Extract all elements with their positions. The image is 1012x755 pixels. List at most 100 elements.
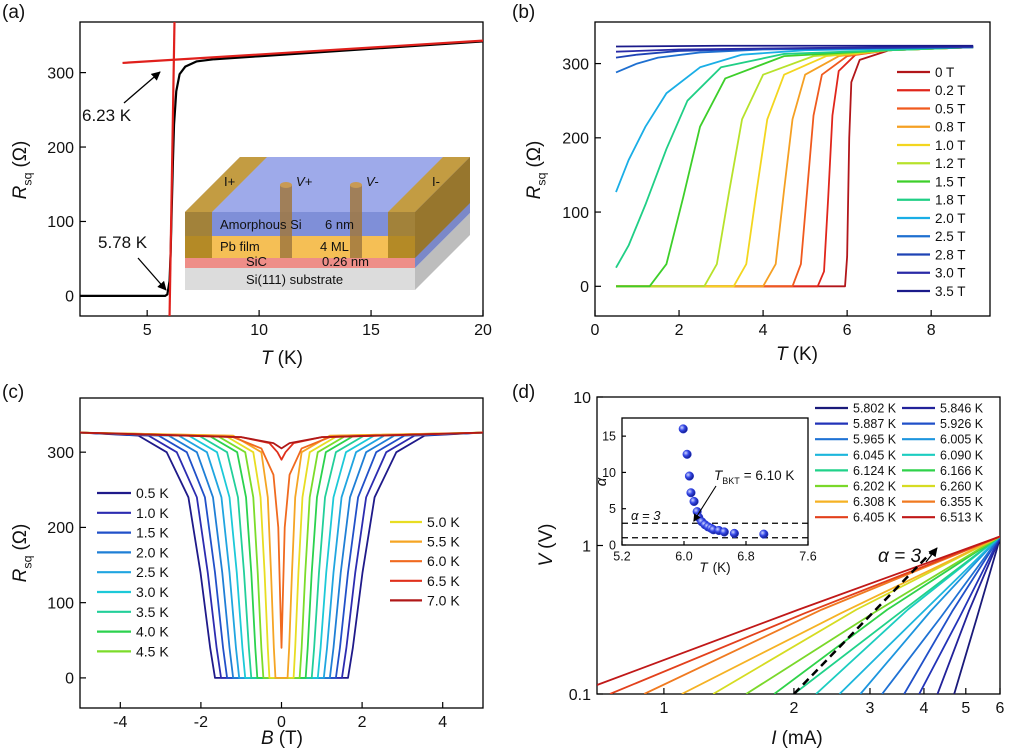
data-line bbox=[838, 535, 1000, 694]
data-line bbox=[615, 46, 974, 193]
legend-label: 5.5 K bbox=[427, 534, 460, 550]
legend-label: 6.308 K bbox=[853, 495, 897, 509]
axis-symbol: B bbox=[261, 728, 274, 749]
legend-label: 2.0 K bbox=[136, 544, 169, 560]
voltage-probe-top bbox=[280, 182, 292, 188]
y-tick-label: 0 bbox=[580, 279, 589, 296]
y-tick-label: 5 bbox=[609, 502, 616, 516]
x-tick-label: 3 bbox=[866, 700, 875, 717]
legend-label: 6.202 K bbox=[853, 480, 897, 494]
axis-symbol: R bbox=[524, 185, 545, 199]
legend-label: 6.405 K bbox=[853, 511, 897, 525]
y-tick-label: 200 bbox=[47, 520, 74, 537]
legend-label: 5.846 K bbox=[940, 402, 984, 416]
legend-label: 3.5 T bbox=[935, 284, 966, 299]
layer-thickness: 6 nm bbox=[325, 217, 354, 232]
legend-label: 0.2 T bbox=[935, 83, 966, 98]
left-electrode-top bbox=[185, 157, 267, 212]
legend-label: 5.926 K bbox=[940, 417, 984, 431]
data-point bbox=[729, 528, 739, 538]
axis-unit: (K) bbox=[713, 560, 731, 575]
schematic-label: V- bbox=[366, 174, 379, 189]
data-point bbox=[682, 449, 692, 459]
data-line bbox=[918, 536, 1000, 694]
x-tick-label: 15 bbox=[362, 322, 380, 339]
legend-label: 6.124 K bbox=[853, 464, 897, 478]
legend-label: 6.005 K bbox=[940, 433, 984, 447]
x-tick-label: 10 bbox=[250, 322, 268, 339]
axis-title: Rsq (Ω) bbox=[10, 141, 35, 200]
axis-symbol: T bbox=[776, 344, 789, 365]
sic-layer bbox=[185, 258, 415, 268]
data-point bbox=[719, 527, 729, 537]
y-tick-label: 200 bbox=[47, 140, 74, 157]
right-electrode-top bbox=[388, 157, 470, 212]
voltage-probe bbox=[350, 185, 362, 258]
transition-label: TBKT = 6.10 K bbox=[714, 468, 794, 486]
axis-unit: (K) bbox=[278, 348, 303, 369]
layer-name: Amorphous Si bbox=[220, 217, 302, 232]
y-tick-label: 0 bbox=[609, 539, 616, 553]
x-tick-label: 5 bbox=[961, 700, 970, 717]
data-line bbox=[168, 22, 176, 316]
legend-label: 5.965 K bbox=[853, 433, 897, 447]
schematic-label: I+ bbox=[224, 174, 235, 189]
x-tick-label: 1 bbox=[659, 700, 668, 717]
legend-label: 1.8 T bbox=[935, 193, 966, 208]
axis-subscript: sq bbox=[535, 172, 549, 185]
x-tick-label: 6 bbox=[843, 322, 852, 339]
axis-symbol: T bbox=[261, 348, 274, 369]
axis-symbol: T bbox=[699, 560, 709, 575]
data-point bbox=[684, 471, 694, 481]
axis-symbol: V bbox=[536, 552, 557, 567]
left-electrode bbox=[185, 212, 212, 258]
legend-label: 5.802 K bbox=[853, 402, 897, 416]
legend-label: 3.0 K bbox=[136, 584, 169, 600]
y-tick-label: 100 bbox=[562, 205, 589, 222]
data-line bbox=[80, 431, 483, 649]
amorphous-si-layer bbox=[185, 212, 415, 236]
legend-label: 5.0 K bbox=[427, 514, 460, 530]
data-line bbox=[859, 535, 1000, 694]
x-tick-label: 8 bbox=[927, 322, 936, 339]
legend-label: 6.355 K bbox=[940, 495, 984, 509]
data-line bbox=[615, 46, 974, 269]
legend-label: 6.260 K bbox=[940, 480, 984, 494]
y-tick-label: 200 bbox=[562, 131, 589, 148]
legend-label: 6.045 K bbox=[853, 448, 897, 462]
data-line bbox=[903, 536, 1000, 694]
layer-name: SiC bbox=[246, 254, 267, 269]
x-tick-label: 4 bbox=[919, 700, 928, 717]
annotation-arrow bbox=[693, 485, 717, 522]
y-tick-label: 0 bbox=[65, 671, 74, 688]
axis-symbol: I bbox=[771, 728, 777, 749]
y-tick-label: 15 bbox=[602, 430, 616, 444]
substrate-side bbox=[415, 213, 470, 290]
y-tick-label: 10 bbox=[602, 466, 616, 480]
voltage-probe-top bbox=[350, 182, 362, 188]
data-line bbox=[597, 535, 1000, 686]
layer-name: Si(111) substrate bbox=[246, 272, 343, 287]
data-line bbox=[609, 535, 1000, 694]
axis-title: T (K) bbox=[776, 344, 818, 365]
axis-title: Rsq (Ω) bbox=[524, 141, 549, 200]
x-tick-label: 6.8 bbox=[737, 550, 754, 564]
y-tick-label: 0 bbox=[65, 289, 74, 306]
data-point bbox=[759, 529, 769, 539]
data-line bbox=[615, 45, 974, 53]
axis-title: V (V) bbox=[536, 523, 557, 566]
legend-label: 6.090 K bbox=[940, 448, 984, 462]
data-line bbox=[936, 537, 1000, 694]
legend-label: 2.5 K bbox=[136, 564, 169, 580]
data-point bbox=[689, 496, 699, 507]
device-schematic: I+ V+ V- I- Amorphous Si 6 nm Pb film 4 … bbox=[185, 157, 470, 290]
legend-label: 5.887 K bbox=[853, 417, 897, 431]
data-point bbox=[686, 488, 696, 498]
legend-label: 0.5 T bbox=[935, 101, 966, 116]
data-line bbox=[616, 46, 974, 288]
data-line bbox=[712, 535, 1000, 694]
legend-label: 6.0 K bbox=[427, 553, 460, 569]
axis-subscript: sq bbox=[21, 555, 35, 568]
axis-title: α bbox=[593, 477, 610, 486]
